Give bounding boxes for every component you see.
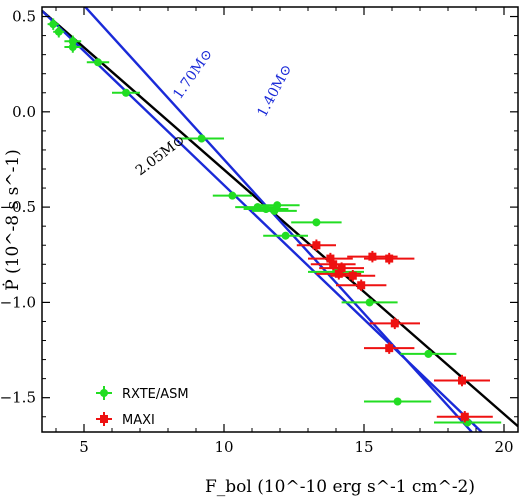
rxte-point-10 — [252, 206, 297, 215]
y-tick-label-2: −0.5 — [0, 198, 36, 216]
rxte-point-7 — [212, 191, 252, 200]
legend-label-rxte: RXTE/ASM — [122, 387, 189, 402]
y-tick-label-3: −1.0 — [0, 293, 36, 311]
rxte-point-3 — [64, 41, 82, 53]
maxi-point-7 — [364, 252, 415, 265]
x-axis-title: F_bol (10^-10 erg s^-1 cm^-2) — [205, 477, 475, 497]
x-tick-label-2: 15 — [354, 438, 373, 456]
maxi-point-5 — [330, 270, 376, 282]
maxi-point-9 — [369, 317, 420, 330]
rxte-point-15 — [341, 298, 398, 307]
rxte-point-17 — [364, 397, 432, 406]
model-line-0 — [42, 9, 518, 428]
maxi-point-10 — [364, 342, 415, 354]
y-tick-label-0: 0.5 — [12, 8, 36, 26]
rxte-point-12 — [263, 231, 308, 240]
x-tick-label-0: 5 — [79, 438, 89, 456]
model-line-2 — [83, 7, 473, 432]
rxte-point-1 — [53, 26, 65, 38]
rxte-point-11 — [254, 201, 300, 210]
x-tick-label-3: 20 — [494, 438, 513, 456]
legend-label-maxi: MAXI — [122, 413, 155, 428]
maxi-point-12 — [436, 411, 493, 423]
rxte-point-5 — [112, 88, 140, 97]
model-label-1-40: 1.40M⊙ — [254, 62, 295, 120]
data-points — [47, 18, 502, 427]
rxte-point-16 — [400, 349, 457, 358]
legend-marker-maxi — [100, 415, 108, 423]
model-label-2-05: 2.05M⊙ — [133, 132, 188, 179]
y-tick-label-1: 0.0 — [12, 103, 36, 121]
rxte-point-0 — [47, 18, 59, 30]
rxte-point-13 — [291, 218, 342, 227]
model-lines — [42, 7, 518, 432]
maxi-point-0 — [296, 239, 336, 251]
legend-entry-rxte: RXTE/ASM — [96, 386, 189, 402]
rxte-point-4 — [86, 58, 110, 67]
x-tick-label-1: 10 — [214, 438, 233, 456]
maxi-point-11 — [434, 374, 490, 387]
rxte-point-6 — [179, 134, 224, 143]
maxi-point-8 — [336, 279, 387, 291]
y-axis-title: Ṗ (10^-8 s s^-1) — [2, 149, 23, 291]
legend-entry-maxi: MAXI — [96, 412, 155, 428]
legend: RXTE/ASM MAXI — [96, 386, 189, 428]
axis-ticks: 5 10 15 20 0.5 0.0 −0.5 −1.0 −1.5 — [0, 7, 518, 456]
model-label-1-70: 1.70M⊙ — [170, 46, 216, 102]
legend-marker-rxte — [100, 389, 108, 397]
y-tick-label-4: −1.5 — [0, 389, 36, 407]
